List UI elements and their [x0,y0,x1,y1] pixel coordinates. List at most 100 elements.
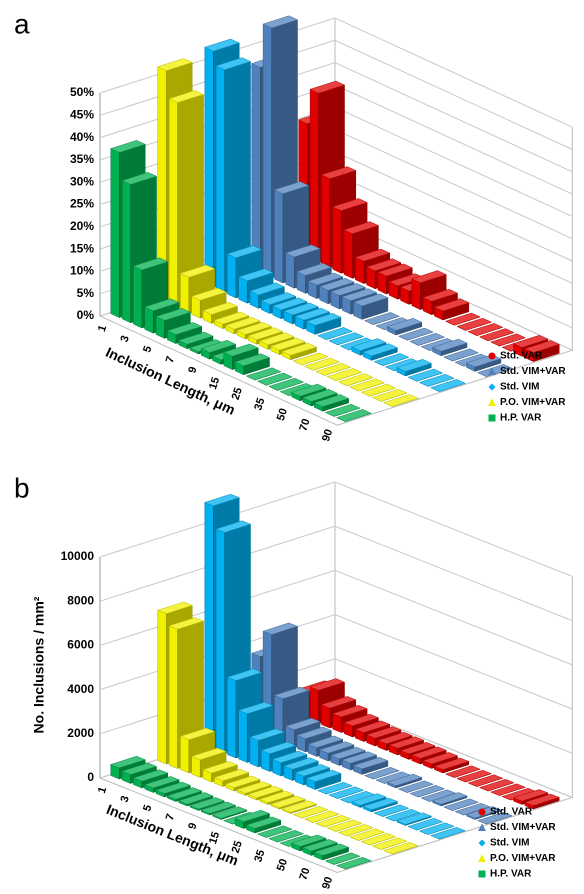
bar [211,806,248,820]
bar-top [204,493,240,507]
bar [324,852,361,865]
bar-top [245,367,282,381]
bar-top [478,779,515,792]
legend-marker [488,414,496,422]
bar-top [215,520,252,533]
bar-front [133,265,143,329]
bar [362,797,399,813]
bar-front [238,710,248,763]
y-tick-label: 2000 [67,726,94,740]
bar [257,372,293,386]
bar-front [343,229,353,279]
x-tick-label: 70 [297,417,312,432]
x-tick-label: 5 [141,803,154,813]
bar-top [418,822,455,835]
bar [247,785,284,801]
bar [270,795,306,810]
legend-label: Std. VIM+VAR [490,822,556,833]
bar [454,803,491,816]
bar-front [215,528,225,754]
bar-top [296,263,333,276]
bar [245,367,282,381]
y-tick-label: 0% [77,308,95,322]
bar-top [364,312,400,325]
bar-front [121,180,131,324]
bar [200,801,237,816]
bar-top [490,783,527,796]
bar [430,827,466,840]
bar-top [377,263,413,277]
bar [430,379,466,392]
bar-top [268,830,305,843]
y-tick-label: 50% [70,85,94,99]
bar-top [352,757,389,770]
legend-label: P.O. VIM+VAR [490,853,556,864]
bar-front [309,88,319,264]
bar [396,812,433,826]
bar-top [352,293,389,307]
bar-top [268,377,305,391]
bar-top [326,819,363,832]
bar-top [328,786,365,799]
bar-top [512,335,549,348]
bar-front [204,46,214,288]
bar-top [213,311,250,325]
bar-front [157,609,167,765]
bar-top [305,769,342,782]
bar [315,362,352,376]
bar [224,775,261,792]
legend-marker [488,398,496,406]
bar-top [328,332,365,346]
bar-top [313,843,350,856]
bar-top [296,726,333,739]
bar-top [168,90,205,103]
bar [524,340,560,362]
bar-top [431,792,468,805]
bar-top [373,353,410,366]
bar-top [343,713,380,727]
bar-top [318,277,355,291]
bar [177,331,214,350]
bar-top [396,812,433,825]
bar [360,833,397,846]
bar-top [430,827,466,840]
bar-top [307,735,344,748]
bar-front [261,750,271,772]
y-tick-label: 45% [70,107,94,121]
x-tick-label: 5 [141,345,154,355]
bar-top [245,816,282,829]
legend-marker [488,383,496,391]
bar [490,333,526,347]
bar [313,394,350,412]
bar-top [443,798,480,811]
bar-top [143,776,180,789]
panel-label: b [14,472,30,503]
bar [443,348,479,362]
bar-top [247,785,284,799]
bar-top [249,728,286,741]
bar [234,353,271,376]
bar [189,797,226,811]
bar [166,787,203,802]
x-tick-label: 15 [207,830,222,845]
bar [305,769,342,790]
bar-top [144,298,180,312]
bar-top [292,806,329,819]
bar [443,798,480,811]
bar-front [321,704,331,729]
bar [258,790,295,805]
y-tick-label: 35% [70,152,94,166]
bar [326,368,363,381]
bar-top [121,172,158,185]
bar-front [215,65,225,294]
bar-top [477,364,513,377]
legend-marker [478,870,486,878]
bar-top [467,774,504,787]
bar [373,804,410,817]
bar-front [110,148,120,318]
bar-front [251,63,261,273]
bar-top [121,762,158,775]
bar-front [180,736,190,774]
bar [313,843,350,861]
